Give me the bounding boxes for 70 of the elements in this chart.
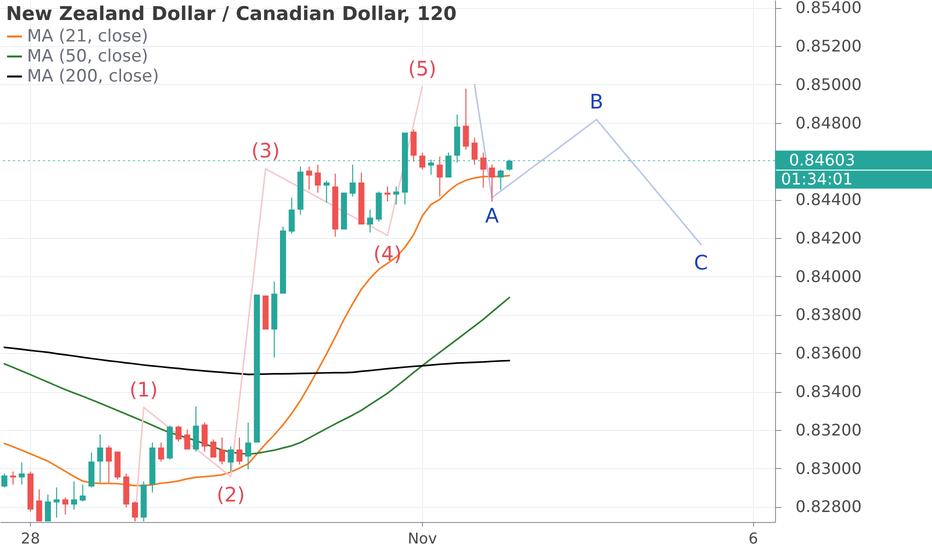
legend-label: MA (21, close) bbox=[27, 26, 148, 46]
candlestick bbox=[393, 186, 400, 206]
y-tick-label: 0.85200 bbox=[796, 36, 862, 56]
y-tick-label: 0.83200 bbox=[796, 420, 862, 440]
candlestick bbox=[97, 434, 104, 483]
candlestick bbox=[62, 496, 68, 516]
candlestick bbox=[324, 180, 330, 204]
y-tick-label: 0.84200 bbox=[796, 228, 862, 248]
candlestick bbox=[176, 425, 182, 442]
candlestick bbox=[410, 129, 417, 162]
annotation: (5) bbox=[408, 56, 437, 81]
candlestick bbox=[18, 462, 25, 486]
candlestick bbox=[54, 486, 60, 518]
candlestick bbox=[44, 494, 51, 522]
candlestick bbox=[202, 422, 208, 452]
candlestick bbox=[462, 88, 469, 150]
candlestick bbox=[472, 137, 478, 166]
x-tick-label: Nov bbox=[408, 530, 438, 548]
candlestick bbox=[384, 186, 390, 202]
annotation: (1) bbox=[130, 377, 158, 402]
annotation: (2) bbox=[216, 482, 245, 507]
candlestick bbox=[419, 152, 426, 170]
candlestick bbox=[10, 471, 16, 486]
legend-label: MA (200, close) bbox=[27, 66, 160, 86]
candlestick bbox=[288, 197, 295, 234]
x-tick-label: 6 bbox=[748, 530, 758, 548]
line-series bbox=[474, 84, 702, 246]
y-tick-label: 0.83400 bbox=[796, 382, 862, 401]
annotation: (3) bbox=[251, 138, 280, 163]
chart-title: New Zealand Dollar / Canadian Dollar, 120 bbox=[6, 3, 457, 25]
y-tick-label: 0.85000 bbox=[796, 74, 862, 94]
candlestick bbox=[480, 152, 486, 188]
candlestick bbox=[36, 488, 42, 522]
candlestick bbox=[192, 406, 199, 452]
y-tick-label: 0.82800 bbox=[796, 497, 862, 516]
candlestick bbox=[71, 481, 78, 510]
line-series bbox=[4, 346, 510, 376]
candlestick bbox=[106, 445, 112, 483]
ref-line-label: 0.84603 bbox=[789, 150, 856, 170]
candlestick bbox=[314, 164, 321, 194]
candlestick bbox=[80, 484, 86, 502]
candlestick bbox=[498, 169, 504, 190]
text: 01:34:01 bbox=[781, 170, 853, 189]
annotation: (4) bbox=[373, 241, 402, 266]
annotation: C bbox=[694, 250, 708, 274]
candlestick bbox=[1, 472, 8, 488]
y-tick-label: 0.83000 bbox=[796, 458, 862, 478]
y-tick-label: 0.84000 bbox=[796, 266, 862, 286]
candlestick bbox=[219, 437, 226, 465]
candlestick bbox=[436, 156, 443, 198]
y-tick-label: 0.84800 bbox=[796, 113, 862, 132]
annotation: B bbox=[590, 90, 604, 114]
y-tick-label: 0.85400 bbox=[796, 0, 862, 18]
y-tick-label: 0.83600 bbox=[796, 344, 862, 363]
candlestick bbox=[306, 166, 312, 190]
candlestick bbox=[228, 446, 234, 472]
y-tick-label: 0.83800 bbox=[796, 305, 862, 324]
y-tick-label: 0.84400 bbox=[796, 190, 862, 210]
candlestick bbox=[488, 164, 495, 202]
candlestick bbox=[350, 164, 356, 198]
candlestick bbox=[184, 429, 190, 450]
legend-label: MA (50, close) bbox=[27, 46, 148, 66]
candlestick bbox=[158, 442, 164, 462]
candlestick bbox=[132, 500, 138, 522]
candlestick bbox=[210, 438, 216, 458]
x-tick-label: 28 bbox=[20, 530, 40, 548]
candlestick bbox=[367, 209, 374, 234]
annotation: A bbox=[485, 204, 500, 228]
candlestick bbox=[236, 437, 242, 465]
candlestick bbox=[245, 422, 252, 470]
